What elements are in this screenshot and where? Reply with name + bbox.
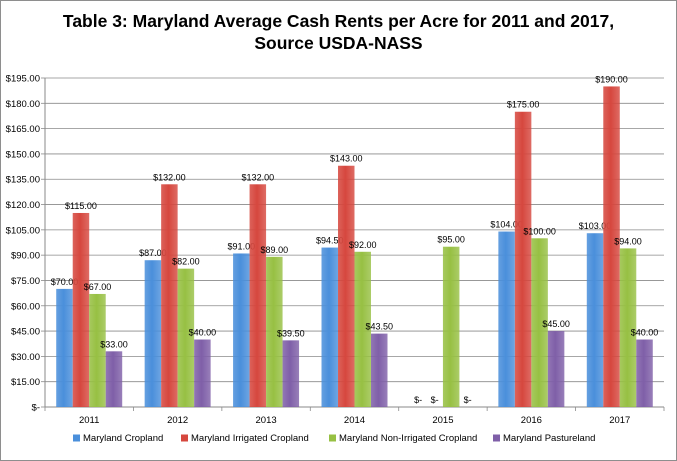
data-label: $100.00 [523, 226, 556, 236]
bar [586, 233, 604, 407]
x-tick-label: 2015 [432, 415, 453, 426]
y-tick-label: $75.00 [11, 276, 40, 287]
data-label: $40.00 [189, 328, 217, 338]
y-tick-label: $150.00 [6, 149, 40, 160]
data-label: $87.00 [139, 248, 167, 258]
y-tick-label: $15.00 [11, 377, 40, 388]
x-tick-label: 2014 [344, 415, 365, 426]
bar [266, 256, 283, 407]
y-tick-label: $135.00 [6, 175, 40, 186]
bar [144, 260, 162, 407]
data-label: $175.00 [507, 100, 540, 110]
bar [233, 253, 250, 407]
bar [56, 288, 73, 407]
bar [321, 247, 338, 407]
data-label: $40.00 [631, 328, 659, 338]
data-label: $103.00 [579, 221, 612, 231]
y-tick-label: $105.00 [6, 225, 40, 236]
data-label: $95.00 [437, 235, 465, 245]
legend-label: Maryland Cropland [83, 433, 163, 444]
y-tick-label: $30.00 [11, 352, 40, 363]
y-tick-label: $195.00 [6, 74, 40, 85]
data-label: $92.00 [349, 240, 377, 250]
chart-title: Table 3: Maryland Average Cash Rents per… [0, 10, 677, 54]
chart-title-line1: Table 3: Maryland Average Cash Rents per… [62, 11, 615, 31]
data-label: $- [431, 395, 439, 405]
legend-label: Maryland Pastureland [503, 433, 595, 444]
data-label: $67.00 [84, 282, 112, 292]
data-label: $33.00 [100, 339, 128, 349]
chart-title-line2: Source USDA-NASS [254, 33, 423, 53]
y-tick-label: $- [32, 403, 40, 414]
legend-swatch [181, 434, 188, 442]
y-tick-label: $90.00 [11, 251, 40, 262]
data-label: $104.00 [490, 220, 523, 230]
data-label: $94.50 [316, 236, 344, 246]
data-label: $91.00 [228, 241, 256, 251]
bar [282, 340, 300, 407]
bar [619, 248, 637, 407]
data-label: $115.00 [65, 201, 97, 211]
x-tick-label: 2016 [521, 415, 542, 426]
y-tick-label: $45.00 [11, 327, 40, 338]
y-tick-label: $165.00 [6, 124, 40, 135]
bar [636, 339, 653, 407]
bar [177, 268, 195, 407]
bar [514, 111, 532, 407]
data-label: $132.00 [242, 172, 275, 182]
data-label: $70.00 [51, 277, 79, 287]
y-tick-label: $180.00 [6, 99, 40, 110]
data-label: $43.50 [365, 322, 393, 332]
bar [72, 212, 90, 407]
data-label: $190.00 [595, 74, 628, 84]
bar [531, 238, 548, 407]
legend-swatch [493, 434, 500, 442]
bar [354, 251, 371, 407]
x-tick-label: 2013 [256, 415, 277, 426]
x-tick-label: 2011 [79, 415, 99, 426]
legend-label: Maryland Irrigated Cropland [191, 433, 309, 444]
bar [371, 333, 388, 407]
bar [603, 86, 620, 407]
bar [338, 165, 355, 407]
x-tick-label: 2017 [609, 415, 630, 426]
y-tick-label: $120.00 [6, 200, 40, 211]
x-tick-label: 2012 [167, 415, 188, 426]
legend-swatch [73, 434, 80, 442]
y-tick-label: $60.00 [11, 301, 40, 312]
bar [89, 293, 106, 407]
data-label: $94.00 [614, 236, 642, 246]
bar [498, 231, 515, 407]
data-label: $45.00 [542, 319, 570, 329]
data-label: $39.50 [277, 328, 305, 338]
data-label: $82.00 [172, 257, 200, 267]
bar [105, 351, 123, 407]
bar [442, 246, 460, 407]
data-label: $132.00 [153, 172, 186, 182]
legend-swatch [329, 434, 336, 442]
bar [161, 184, 178, 407]
bar [547, 331, 565, 407]
data-label: $89.00 [261, 245, 289, 255]
data-label: $143.00 [330, 154, 363, 164]
legend-label: Maryland Non-Irrigated Cropland [339, 433, 477, 444]
data-label: $- [464, 395, 472, 405]
bar [249, 184, 267, 407]
bar [194, 339, 211, 407]
data-label: $- [414, 395, 422, 405]
